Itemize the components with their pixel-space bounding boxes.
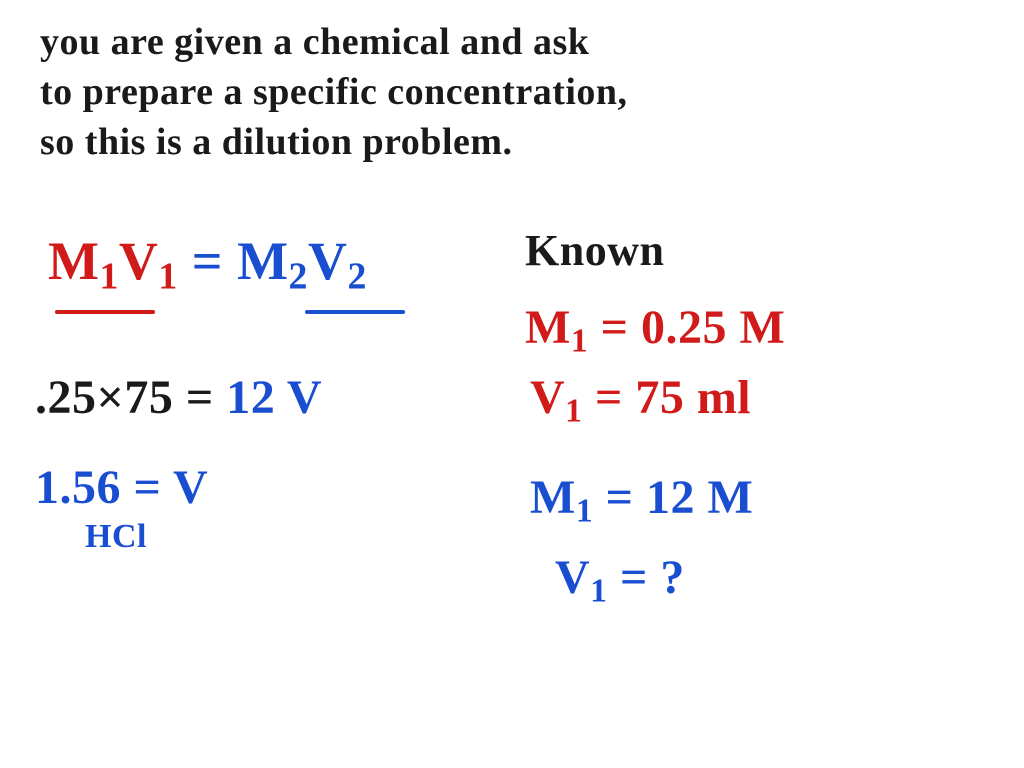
calc-line-2: 1.56 = V (35, 460, 208, 515)
problem-line-3: so this is a dilution problem. (40, 120, 513, 164)
calc-hcl-label: HCl (85, 518, 147, 556)
known-v1: V1 = 75 ml (530, 370, 751, 430)
formula-rhs-underline (305, 310, 405, 314)
calc-result-value: 1.56 (35, 461, 121, 514)
known-heading: Known (525, 225, 664, 276)
formula-rhs: M2V2 (237, 231, 367, 291)
known-m2: M1 = 12 M (530, 470, 753, 530)
known-v2: V1 = ? (555, 550, 685, 610)
problem-line-1: you are given a chemical and ask (40, 20, 589, 64)
calc-line-1: .25×75 = 12 V (35, 370, 322, 425)
formula-lhs-underline (55, 310, 155, 314)
formula-lhs: M1V1 (48, 231, 178, 291)
formula-eq: = (178, 231, 237, 291)
problem-line-2: to prepare a specific concentration, (40, 70, 628, 114)
calc-line-1-lhs: .25×75 = (35, 371, 226, 424)
dilution-formula: M1V1 = M2V2 (48, 230, 367, 298)
whiteboard-canvas: you are given a chemical and ask to prep… (0, 0, 1024, 768)
calc-line-1-rhs: 12 V (226, 371, 322, 424)
known-m1: M1 = 0.25 M (525, 300, 785, 360)
calc-result-eq: = V (121, 461, 208, 514)
